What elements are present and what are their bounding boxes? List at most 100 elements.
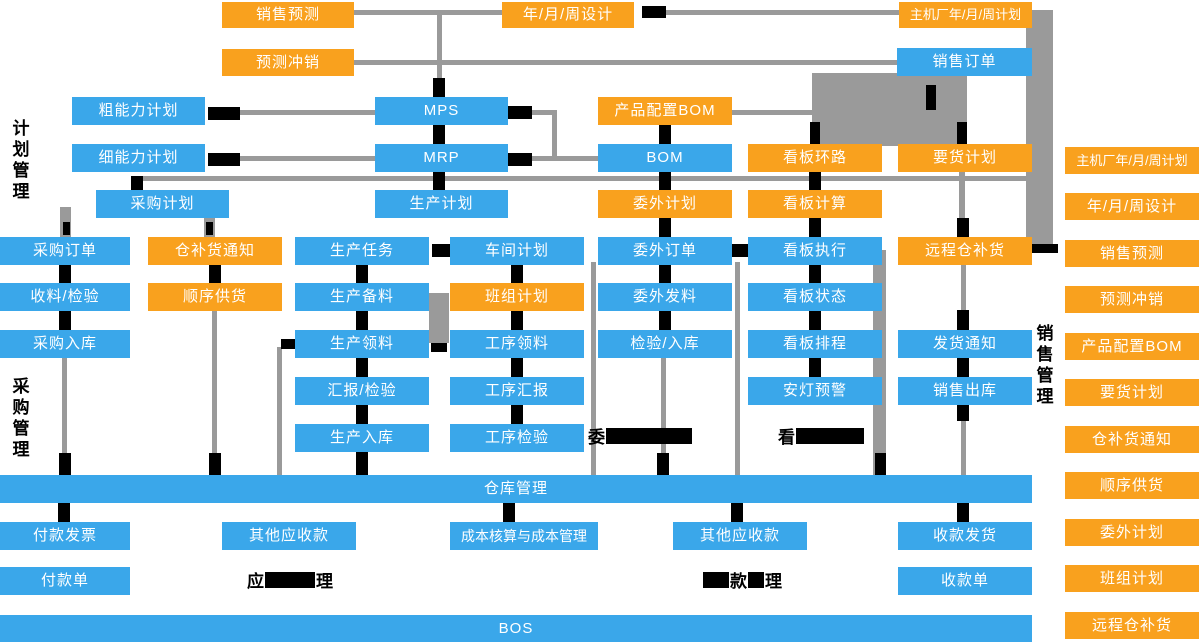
box-process-inspection: 工序检验	[450, 424, 584, 452]
box-mps: MPS	[375, 97, 508, 125]
connector-bar	[59, 310, 71, 331]
connector-bar	[957, 357, 969, 378]
box-detailed-capacity-plan: 细能力计划	[72, 144, 205, 172]
connector-line	[732, 110, 812, 115]
box-production-material-prep: 生产备料	[295, 283, 429, 311]
box-production-picking: 生产领料	[295, 330, 429, 358]
connector-bar	[206, 222, 213, 235]
box-production-task: 生产任务	[295, 237, 429, 265]
connector-bar	[63, 222, 70, 235]
box-forecast-offset: 预测冲销	[222, 49, 354, 76]
connector-bar	[659, 171, 671, 191]
connector-bar	[356, 264, 368, 284]
box-sales-forecast: 销售预测	[222, 2, 354, 28]
connector-line	[212, 311, 217, 475]
box-sequential-supply-r: 顺序供货	[1065, 472, 1199, 499]
connector-line	[437, 13, 442, 97]
box-kanban-calc: 看板计算	[748, 190, 882, 218]
connector-line	[591, 262, 596, 475]
connector-line	[812, 73, 967, 146]
sales-management-label: 销 售 管 理	[1036, 324, 1054, 406]
section-label-text: 应	[247, 572, 264, 591]
connector-line	[530, 110, 557, 115]
receivables-mgmt-label: 款理	[703, 567, 782, 592]
box-other-receivables-left: 其他应收款	[222, 522, 356, 550]
box-remote-warehouse-replenish-r: 远程仓补货	[1065, 612, 1199, 639]
box-bom: BOM	[598, 144, 732, 172]
connector-bar	[431, 343, 447, 352]
connector-bar	[433, 171, 445, 192]
box-production-inbound: 生产入库	[295, 424, 429, 452]
box-year-month-week-design-r: 年/月/周设计	[1065, 193, 1199, 220]
box-warehouse-replenish-notice: 仓补货通知	[148, 237, 282, 265]
connector-line	[961, 264, 966, 330]
connector-bar	[659, 264, 671, 284]
connector-bar	[659, 217, 671, 238]
connector-bar	[59, 453, 71, 475]
box-outsourcing-material-issue: 委外发料	[598, 283, 732, 311]
purchase-management-label: 采 购 管 理	[12, 377, 30, 459]
section-label-redaction-bar	[703, 571, 729, 588]
connector-bar	[433, 78, 445, 98]
connector-bar	[208, 153, 240, 166]
connector-line	[354, 60, 897, 65]
connector-bar	[809, 264, 821, 284]
box-report-inspection: 汇报/检验	[295, 377, 429, 405]
connector-bar	[356, 357, 368, 378]
connector-line	[661, 357, 666, 455]
section-label-text: 理	[765, 572, 782, 591]
connector-line	[136, 176, 1036, 181]
connector-bar	[503, 503, 515, 523]
section-label-text: 看	[778, 428, 795, 447]
box-forecast-offset-r: 预测冲销	[1065, 286, 1199, 313]
box-payment-invoice: 付款发票	[0, 522, 130, 550]
box-sales-outbound: 销售出库	[898, 377, 1032, 405]
box-remote-warehouse-replenish: 远程仓补货	[898, 237, 1032, 265]
connector-line	[959, 172, 965, 237]
box-team-plan: 班组计划	[450, 283, 584, 311]
connector-bar	[809, 310, 821, 331]
payables-mgmt-label: 应理	[247, 567, 333, 592]
connector-bar	[731, 503, 743, 523]
connector-bar	[957, 310, 969, 331]
connector-bar	[809, 171, 821, 191]
connector-bar	[511, 357, 523, 378]
connector-bar	[957, 122, 967, 145]
box-purchase-order: 采购订单	[0, 237, 130, 265]
connector-bar	[58, 503, 70, 523]
connector-line	[666, 10, 899, 15]
box-outsourcing-plan-r: 委外计划	[1065, 519, 1199, 546]
connector-bar	[875, 453, 886, 475]
connector-bar	[508, 106, 532, 119]
box-product-config-bom: 产品配置BOM	[598, 97, 732, 125]
box-payment-slip: 付款单	[0, 567, 130, 595]
connector-bar	[1030, 244, 1058, 253]
connector-bar	[659, 124, 671, 145]
box-inspection-inbound: 检验/入库	[598, 330, 732, 358]
connector-bar	[281, 339, 297, 349]
box-year-month-week-design: 年/月/周设计	[502, 2, 634, 28]
connector-bar	[511, 264, 523, 284]
box-outsourcing-plan: 委外计划	[598, 190, 732, 218]
connector-bar	[732, 244, 749, 257]
connector-line	[354, 10, 504, 15]
connector-line	[961, 420, 966, 475]
box-production-plan: 生产计划	[375, 190, 508, 218]
section-label-redaction-bar	[265, 571, 315, 588]
outsourcing-mgmt-label: 委	[588, 423, 692, 448]
box-receipt-shipping: 收款发货	[898, 522, 1032, 550]
section-label-redaction-bar	[748, 571, 764, 588]
connector-bar	[809, 357, 821, 378]
box-sales-order: 销售订单	[897, 48, 1032, 76]
connector-bar	[209, 264, 221, 284]
connector-bar	[356, 404, 368, 425]
box-andon-warning: 安灯预警	[748, 377, 882, 405]
connector-line	[240, 156, 375, 161]
connector-line	[240, 110, 375, 115]
box-workshop-plan: 车间计划	[450, 237, 584, 265]
box-cost-accounting: 成本核算与成本管理	[450, 522, 598, 550]
box-bos: BOS	[0, 615, 1032, 642]
box-kanban-status: 看板状态	[748, 283, 882, 311]
box-other-receivables-right: 其他应收款	[673, 522, 807, 550]
